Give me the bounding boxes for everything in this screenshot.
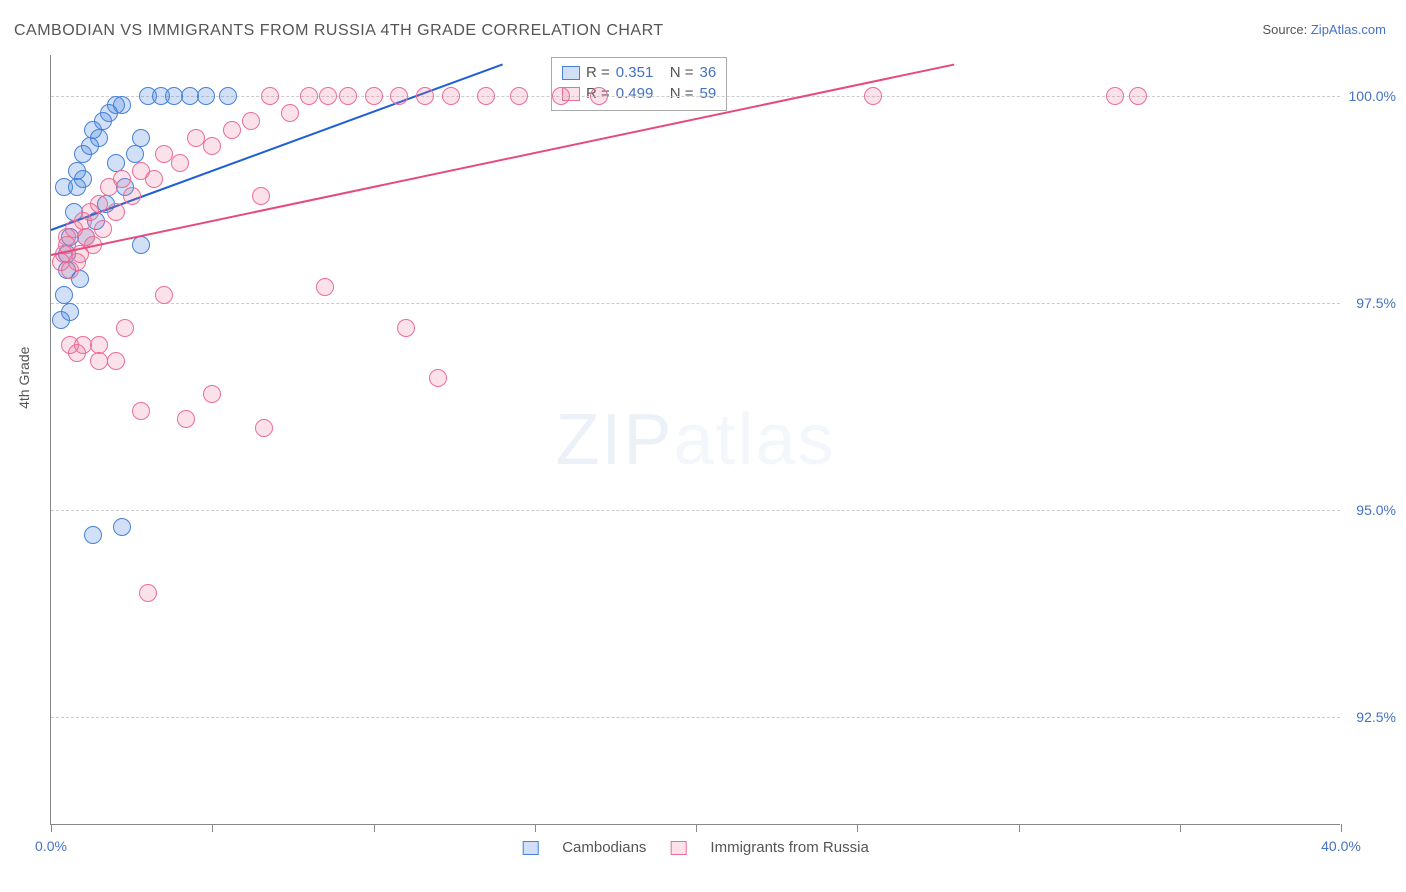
data-point: [123, 187, 141, 205]
source-link[interactable]: ZipAtlas.com: [1311, 22, 1386, 37]
x-tick: [1019, 824, 1020, 832]
data-point: [139, 584, 157, 602]
data-point: [68, 344, 86, 362]
data-point: [132, 129, 150, 147]
y-tick-label: 92.5%: [1356, 709, 1396, 725]
data-point: [1106, 87, 1124, 105]
data-point: [252, 187, 270, 205]
data-point: [365, 87, 383, 105]
data-point: [429, 369, 447, 387]
gridline: [51, 510, 1340, 511]
data-point: [155, 286, 173, 304]
data-point: [397, 319, 415, 337]
data-point: [416, 87, 434, 105]
y-tick-label: 100.0%: [1349, 88, 1396, 104]
stats-legend: R = 0.351 N = 36 R = 0.499 N = 59: [551, 57, 727, 111]
swatch-blue-icon: [562, 66, 580, 80]
source-attribution: Source: ZipAtlas.com: [1262, 22, 1386, 37]
data-point: [219, 87, 237, 105]
data-point: [132, 402, 150, 420]
data-point: [55, 178, 73, 196]
y-tick-label: 95.0%: [1356, 502, 1396, 518]
data-point: [55, 286, 73, 304]
data-point: [242, 112, 260, 130]
swatch-pink-icon: [670, 841, 686, 855]
data-point: [107, 154, 125, 172]
x-tick: [51, 824, 52, 832]
data-point: [145, 170, 163, 188]
data-point: [319, 87, 337, 105]
r-label: R =: [586, 64, 610, 81]
data-point: [113, 170, 131, 188]
x-tick: [857, 824, 858, 832]
r-value: 0.351: [616, 64, 664, 81]
data-point: [261, 87, 279, 105]
data-point: [197, 87, 215, 105]
x-tick: [374, 824, 375, 832]
x-tick: [212, 824, 213, 832]
gridline: [51, 717, 1340, 718]
y-tick-label: 97.5%: [1356, 295, 1396, 311]
swatch-blue-icon: [522, 841, 538, 855]
data-point: [510, 87, 528, 105]
data-point: [113, 518, 131, 536]
data-point: [552, 87, 570, 105]
series-legend: Cambodians Immigrants from Russia: [522, 839, 869, 856]
data-point: [255, 419, 273, 437]
data-point: [316, 278, 334, 296]
data-point: [90, 352, 108, 370]
n-label: N =: [670, 64, 694, 81]
data-point: [107, 203, 125, 221]
x-tick: [696, 824, 697, 832]
data-point: [107, 352, 125, 370]
x-tick: [535, 824, 536, 832]
stats-row: R = 0.351 N = 36: [562, 62, 716, 83]
data-point: [61, 303, 79, 321]
data-point: [203, 385, 221, 403]
plot-area: ZIPatlas R = 0.351 N = 36 R = 0.499 N = …: [50, 55, 1340, 825]
data-point: [442, 87, 460, 105]
x-tick: [1180, 824, 1181, 832]
x-tick: [1341, 824, 1342, 832]
data-point: [113, 96, 131, 114]
stats-row: R = 0.499 N = 59: [562, 83, 716, 104]
data-point: [171, 154, 189, 172]
data-point: [1129, 87, 1147, 105]
data-point: [281, 104, 299, 122]
watermark: ZIPatlas: [555, 399, 835, 481]
data-point: [300, 87, 318, 105]
data-point: [590, 87, 608, 105]
n-value: 59: [700, 85, 717, 102]
data-point: [339, 87, 357, 105]
chart-title: CAMBODIAN VS IMMIGRANTS FROM RUSSIA 4TH …: [14, 22, 664, 40]
data-point: [203, 137, 221, 155]
data-point: [94, 220, 112, 238]
gridline: [51, 303, 1340, 304]
data-point: [126, 145, 144, 163]
legend-label-russia: Immigrants from Russia: [710, 839, 868, 856]
watermark-atlas: atlas: [673, 400, 835, 480]
legend-label-cambodians: Cambodians: [562, 839, 646, 856]
source-label: Source:: [1262, 22, 1310, 37]
n-label: N =: [670, 85, 694, 102]
data-point: [223, 121, 241, 139]
data-point: [477, 87, 495, 105]
data-point: [84, 526, 102, 544]
data-point: [132, 236, 150, 254]
r-value: 0.499: [616, 85, 664, 102]
data-point: [390, 87, 408, 105]
n-value: 36: [700, 64, 717, 81]
data-point: [74, 170, 92, 188]
data-point: [90, 336, 108, 354]
x-tick-label: 0.0%: [35, 838, 67, 854]
y-axis-title: 4th Grade: [16, 347, 32, 409]
watermark-zip: ZIP: [555, 400, 673, 480]
x-tick-label: 40.0%: [1321, 838, 1361, 854]
data-point: [864, 87, 882, 105]
data-point: [177, 410, 195, 428]
data-point: [90, 129, 108, 147]
data-point: [116, 319, 134, 337]
